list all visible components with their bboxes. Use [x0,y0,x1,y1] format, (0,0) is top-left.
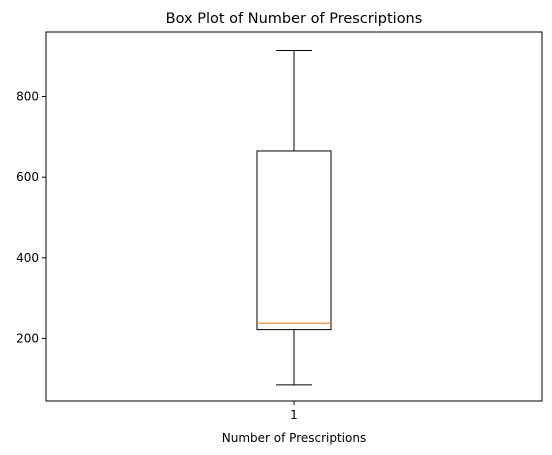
x-tick-label: 1 [290,408,298,422]
x-axis: 1 [290,401,298,422]
chart-title: Box Plot of Number of Prescriptions [166,11,423,27]
y-axis: 200 400 600 800 [16,90,46,345]
y-tick-label: 200 [16,331,39,345]
y-tick-label: 800 [16,90,39,104]
y-tick-label: 400 [16,251,39,265]
y-tick-label: 600 [16,170,39,184]
iqr-box [256,150,332,331]
box-series [256,50,332,386]
x-axis-label: Number of Prescriptions [222,431,366,445]
